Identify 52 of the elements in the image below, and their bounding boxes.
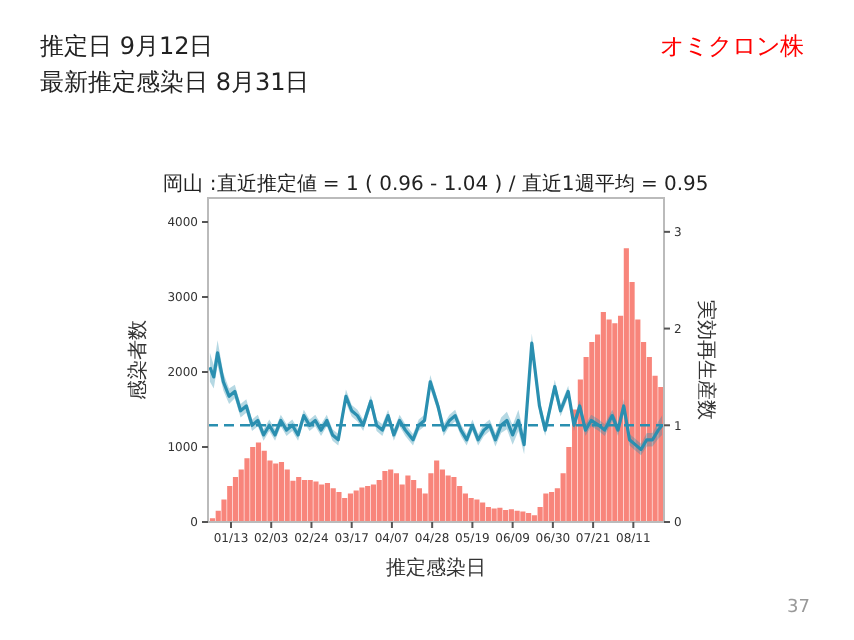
bar	[480, 502, 486, 522]
bar	[411, 480, 417, 522]
bar	[301, 480, 308, 522]
text: 最新推定感染日 8月31日	[40, 68, 310, 96]
bar	[606, 319, 612, 522]
bar	[508, 509, 514, 522]
bar	[543, 493, 549, 522]
bar	[468, 498, 474, 522]
bar	[393, 473, 399, 522]
bar	[278, 462, 285, 522]
bar	[365, 486, 371, 522]
bar	[439, 469, 445, 522]
bar	[434, 460, 440, 522]
text: 推定日 9月12日	[40, 32, 214, 60]
bar	[445, 475, 451, 522]
bar	[336, 492, 342, 522]
bar	[232, 477, 239, 522]
bar	[307, 480, 313, 522]
bar	[623, 248, 629, 522]
bar	[612, 323, 618, 522]
bar	[261, 450, 267, 522]
bar	[250, 447, 256, 522]
text: 37	[787, 598, 810, 618]
x-axis-title: 推定感染日	[386, 556, 486, 580]
bar	[319, 484, 325, 522]
bar	[255, 442, 262, 522]
bar	[405, 475, 411, 522]
bar	[382, 471, 388, 522]
text: オミクロン株	[660, 32, 804, 60]
y-axis-title: 感染者数	[126, 320, 150, 400]
bar	[462, 493, 468, 522]
bar	[353, 490, 359, 522]
bar	[416, 488, 422, 522]
bar	[347, 493, 354, 522]
bar	[342, 498, 348, 522]
bar	[485, 507, 491, 522]
y2-axis-title: 実効再生産数	[694, 300, 718, 420]
bar	[370, 484, 377, 522]
bar	[589, 342, 595, 522]
bar	[451, 477, 457, 522]
chart-title: 岡山 :直近推定値 = 1 ( 0.96 - 1.04 ) / 直近1週平均 = 0.95	[163, 172, 709, 196]
bar	[330, 488, 336, 522]
bar	[600, 312, 606, 522]
bar	[359, 487, 365, 522]
bar	[474, 499, 480, 522]
bar	[284, 469, 290, 522]
bar	[324, 483, 331, 522]
bar	[296, 477, 302, 522]
bar	[313, 481, 319, 522]
bar	[388, 469, 394, 522]
bar	[273, 463, 279, 522]
bar	[549, 492, 555, 522]
